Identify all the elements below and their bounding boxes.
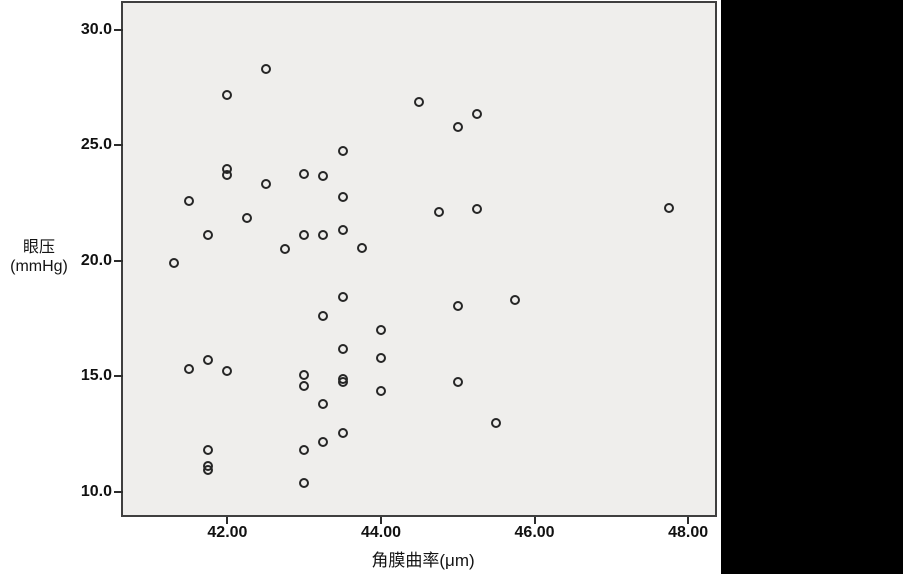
y-tick-label: 25.0: [80, 136, 112, 154]
data-point: [452, 377, 463, 388]
data-point: [318, 437, 329, 448]
data-point: [241, 212, 252, 223]
data-point: [375, 352, 386, 363]
data-point: [452, 121, 463, 132]
y-tick-mark: [114, 144, 123, 147]
data-point: [318, 399, 329, 410]
data-point: [260, 179, 271, 190]
y-tick-label: 20.0: [80, 251, 112, 269]
data-point: [203, 355, 214, 366]
data-point: [168, 258, 179, 269]
chart-page: 眼压 (mmHg) 角膜曲率(μm) 10.0 15.0 20.0 25.0 30.0 4…: [0, 0, 721, 574]
data-point: [318, 230, 329, 241]
data-point: [203, 445, 214, 456]
data-point: [663, 202, 674, 213]
data-point: [299, 169, 310, 180]
data-point: [222, 365, 233, 376]
data-point: [184, 364, 195, 375]
data-point: [510, 295, 521, 306]
data-point: [491, 417, 502, 428]
data-point: [318, 311, 329, 322]
y-tick-mark: [114, 490, 123, 493]
plot-area: [121, 1, 717, 517]
data-point: [433, 207, 444, 218]
data-point: [375, 386, 386, 397]
x-tick-mark: [533, 517, 536, 524]
data-point: [356, 243, 367, 254]
y-axis-title: 眼压 (mmHg): [10, 239, 68, 275]
data-point: [337, 427, 348, 438]
data-point: [203, 464, 214, 475]
x-tick-mark: [379, 517, 382, 524]
x-tick-label: 46.00: [514, 524, 555, 541]
data-point: [375, 325, 386, 336]
data-point: [299, 445, 310, 456]
data-point: [299, 230, 310, 241]
x-tick-mark: [226, 517, 229, 524]
x-axis-title: 角膜曲率(μm): [371, 551, 475, 570]
data-point: [203, 230, 214, 241]
x-tick-label: 42.00: [207, 524, 248, 541]
data-point: [337, 377, 348, 388]
data-point: [280, 244, 290, 255]
data-point: [184, 195, 195, 206]
data-point: [337, 343, 348, 354]
y-tick-label: 15.0: [80, 367, 112, 385]
data-point: [299, 370, 310, 381]
data-point: [337, 145, 348, 156]
data-point: [222, 170, 233, 181]
y-tick-label: 10.0: [80, 482, 112, 500]
data-point: [452, 300, 463, 311]
data-point: [337, 291, 348, 302]
y-tick-label: 30.0: [80, 20, 112, 38]
data-point: [299, 380, 310, 391]
data-point: [318, 171, 329, 182]
data-point: [299, 477, 310, 488]
data-point: [414, 97, 425, 108]
x-tick-mark: [687, 517, 690, 524]
y-tick-mark: [114, 259, 123, 262]
y-tick-mark: [114, 375, 123, 378]
x-tick-label: 44.00: [360, 524, 401, 541]
data-point: [337, 192, 348, 203]
data-point: [471, 203, 482, 214]
y-tick-mark: [114, 28, 123, 31]
data-point: [471, 108, 482, 119]
x-tick-label: 48.00: [668, 524, 709, 541]
data-point: [222, 90, 233, 101]
data-point: [337, 224, 348, 235]
data-point: [260, 63, 271, 74]
